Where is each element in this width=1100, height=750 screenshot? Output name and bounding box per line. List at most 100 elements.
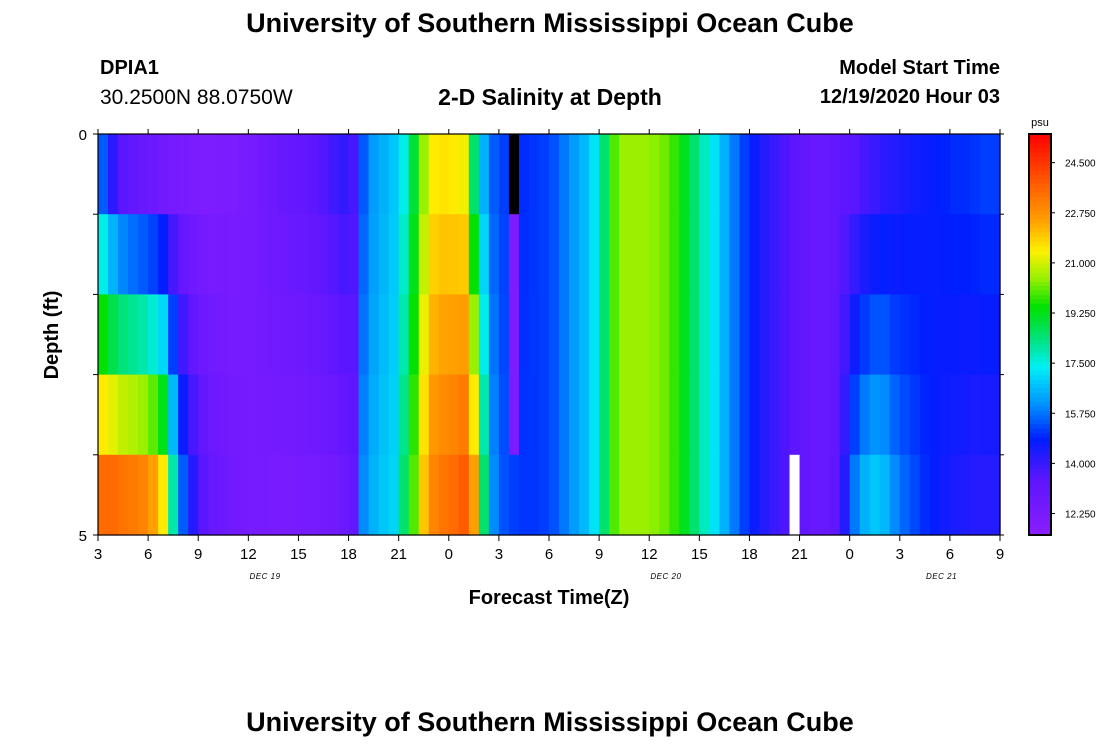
heatmap-cell: [258, 454, 269, 536]
colorbar-segment: [1029, 205, 1051, 211]
heatmap-cell: [689, 294, 700, 376]
x-tick-label: 3: [94, 546, 102, 563]
heatmap-cell: [418, 374, 430, 456]
heatmap-cell: [218, 214, 229, 295]
heatmap-cell: [248, 374, 259, 456]
colorbar-segment: [1029, 374, 1051, 380]
heatmap-cell: [168, 294, 179, 376]
heatmap-cell: [849, 454, 861, 536]
heatmap-cell: [709, 374, 720, 456]
heatmap-cell: [478, 374, 490, 456]
heatmap-cell: [498, 214, 510, 295]
heatmap-cell: [168, 214, 179, 295]
colorbar-segment: [1029, 410, 1051, 416]
colorbar-tick-label: 19.250: [1065, 309, 1096, 320]
heatmap-cell: [579, 454, 590, 536]
heatmap-cell: [288, 454, 300, 536]
heatmap-cell: [348, 454, 360, 536]
heatmap-cell: [579, 294, 590, 376]
heatmap-cell: [669, 454, 680, 536]
heatmap-cell: [779, 214, 791, 295]
heatmap-cell: [438, 134, 450, 215]
heatmap-cell: [599, 374, 610, 456]
heatmap-cell: [779, 134, 791, 215]
heatmap-cell: [388, 294, 400, 376]
heatmap-cell: [949, 134, 961, 215]
heatmap-cell: [478, 134, 490, 215]
heatmap-cell: [649, 294, 660, 376]
x-tick-label: 15: [290, 546, 307, 563]
heatmap-cell: [719, 214, 730, 295]
page-title: University of Southern Mississippi Ocean…: [246, 8, 854, 38]
heatmap-cell: [829, 134, 841, 215]
heatmap-cell: [378, 374, 390, 456]
x-tick-label: 3: [896, 546, 904, 563]
heatmap-cell: [378, 134, 390, 215]
heatmap-cell: [829, 214, 841, 295]
heatmap-cell: [589, 134, 600, 215]
colorbar-segment: [1029, 526, 1051, 532]
heatmap-cell: [889, 374, 901, 456]
heatmap-cell: [979, 454, 991, 536]
heatmap-cell: [458, 294, 470, 376]
heatmap-cell: [268, 214, 279, 295]
heatmap-cell: [458, 374, 470, 456]
model-start-label: Model Start Time: [839, 57, 1000, 79]
heatmap-cell: [699, 454, 710, 536]
colorbar-segment: [1029, 151, 1051, 157]
colorbar-segment: [1029, 289, 1051, 295]
heatmap-cell: [619, 134, 630, 215]
heatmap-cell: [559, 134, 570, 215]
colorbar-segment: [1029, 267, 1051, 273]
heatmap-cell: [138, 374, 149, 456]
heatmap-cell: [579, 214, 590, 295]
heatmap-cell: [659, 214, 670, 295]
heatmap-cell: [989, 454, 1001, 536]
colorbar-segment: [1029, 503, 1051, 509]
heatmap-cell: [789, 294, 801, 376]
heatmap-cell: [669, 134, 680, 215]
heatmap-cell: [118, 374, 129, 456]
heatmap-cell: [919, 214, 931, 295]
heatmap-cell: [198, 294, 209, 376]
heatmap-cell: [959, 294, 971, 376]
heatmap-cell: [398, 454, 410, 536]
colorbar-segment: [1029, 258, 1051, 264]
heatmap-cell: [238, 454, 249, 536]
heatmap-cell: [218, 454, 229, 536]
heatmap-cell: [148, 294, 159, 376]
heatmap-cell: [188, 134, 199, 215]
heatmap-cell: [188, 214, 199, 295]
colorbar-segment: [1029, 450, 1051, 456]
heatmap-cell: [749, 134, 761, 215]
heatmap-cell: [659, 294, 670, 376]
colorbar-segment: [1029, 428, 1051, 434]
heatmap-cell: [989, 214, 1001, 295]
heatmap-cell: [819, 454, 831, 536]
heatmap-cell: [899, 454, 911, 536]
heatmap-cell: [288, 374, 300, 456]
heatmap-cell: [769, 374, 781, 456]
heatmap-cell: [769, 214, 781, 295]
colorbar-segment: [1029, 338, 1051, 345]
heatmap-cell: [629, 374, 640, 456]
colorbar-segment: [1029, 334, 1051, 340]
heatmap-cell: [689, 454, 700, 536]
heatmap-cell: [458, 454, 470, 536]
heatmap-cell: [108, 454, 119, 536]
heatmap-cell: [338, 454, 350, 536]
heatmap-cell: [869, 134, 881, 215]
heatmap-cell: [518, 374, 530, 456]
heatmap-cell: [368, 374, 380, 456]
heatmap-cell: [458, 214, 470, 295]
heatmap-cell: [478, 214, 490, 295]
heatmap-cell: [959, 134, 971, 215]
heatmap-cell: [749, 374, 761, 456]
heatmap-cell: [689, 214, 700, 295]
date-label: DEC 20: [650, 572, 681, 581]
heatmap-cell: [338, 374, 350, 456]
heatmap-cell: [609, 374, 620, 456]
heatmap-cell: [849, 294, 861, 376]
heatmap-cell: [418, 134, 430, 215]
heatmap-cell: [408, 294, 420, 376]
